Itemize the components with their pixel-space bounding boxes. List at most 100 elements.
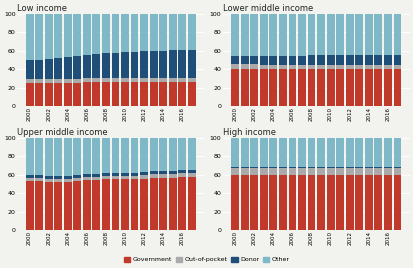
Bar xyxy=(121,176,128,180)
Bar xyxy=(354,14,362,55)
Bar xyxy=(45,14,52,59)
Bar xyxy=(188,177,195,230)
Bar xyxy=(131,14,138,52)
Bar xyxy=(35,83,43,106)
Bar xyxy=(278,55,286,65)
Bar xyxy=(240,168,248,175)
Bar xyxy=(64,138,71,176)
Bar xyxy=(364,168,372,175)
Bar xyxy=(316,14,324,55)
Bar xyxy=(326,175,334,230)
Bar xyxy=(354,55,362,65)
Bar xyxy=(26,60,33,79)
Bar xyxy=(54,14,62,58)
Bar xyxy=(307,175,315,230)
Bar xyxy=(250,64,258,69)
Bar xyxy=(26,138,33,175)
Bar xyxy=(345,69,353,106)
Bar xyxy=(259,14,267,57)
Bar xyxy=(297,55,305,65)
Bar xyxy=(393,138,400,168)
Bar xyxy=(393,65,400,69)
Bar xyxy=(316,55,324,65)
Bar xyxy=(111,173,119,176)
Bar xyxy=(316,175,324,230)
Bar xyxy=(92,14,100,54)
Bar xyxy=(111,53,119,78)
Bar xyxy=(169,82,176,106)
Bar xyxy=(178,14,186,50)
Bar xyxy=(383,168,391,175)
Bar xyxy=(169,178,176,230)
Bar xyxy=(26,79,33,83)
Bar xyxy=(54,138,62,176)
Bar xyxy=(150,78,157,82)
Text: Low income: Low income xyxy=(17,4,67,13)
Bar xyxy=(335,55,343,65)
Bar xyxy=(231,138,239,168)
Bar xyxy=(121,173,128,176)
Bar xyxy=(259,138,267,168)
Bar xyxy=(335,138,343,168)
Bar xyxy=(250,138,258,168)
Bar xyxy=(269,175,277,230)
Bar xyxy=(278,175,286,230)
Bar xyxy=(111,176,119,180)
Bar xyxy=(92,180,100,230)
Bar xyxy=(131,138,138,173)
Bar xyxy=(354,175,362,230)
Text: High income: High income xyxy=(222,128,275,137)
Bar xyxy=(131,173,138,176)
Bar xyxy=(326,138,334,168)
Bar xyxy=(383,69,391,106)
Bar xyxy=(131,52,138,78)
Bar xyxy=(269,57,277,65)
Bar xyxy=(159,51,167,78)
Bar xyxy=(335,69,343,106)
Bar xyxy=(111,138,119,173)
Bar xyxy=(269,168,277,175)
Bar xyxy=(188,82,195,106)
Bar xyxy=(288,168,296,175)
Bar xyxy=(73,14,81,57)
Bar xyxy=(269,138,277,168)
Bar xyxy=(35,60,43,79)
Bar xyxy=(393,69,400,106)
Bar xyxy=(102,180,109,230)
Bar xyxy=(169,14,176,50)
Bar xyxy=(45,59,52,79)
Bar xyxy=(92,177,100,180)
Bar xyxy=(102,138,109,173)
Bar xyxy=(383,138,391,168)
Bar xyxy=(73,57,81,79)
Bar xyxy=(278,138,286,168)
Text: Lower middle income: Lower middle income xyxy=(222,4,312,13)
Bar xyxy=(326,65,334,69)
Bar xyxy=(64,83,71,106)
Bar xyxy=(140,51,148,78)
Bar xyxy=(364,14,372,55)
Bar xyxy=(335,168,343,175)
Bar xyxy=(45,83,52,106)
Bar xyxy=(188,170,195,173)
Bar xyxy=(373,55,381,65)
Bar xyxy=(259,69,267,106)
Bar xyxy=(364,65,372,69)
Bar xyxy=(250,55,258,64)
Bar xyxy=(73,138,81,175)
Bar xyxy=(326,69,334,106)
Bar xyxy=(159,82,167,106)
Bar xyxy=(73,178,81,181)
Bar xyxy=(92,78,100,82)
Bar xyxy=(297,138,305,168)
Bar xyxy=(73,83,81,106)
Bar xyxy=(373,14,381,55)
Bar xyxy=(231,168,239,175)
Bar xyxy=(111,180,119,230)
Bar xyxy=(231,14,239,55)
Bar xyxy=(250,175,258,230)
Bar xyxy=(92,174,100,177)
Bar xyxy=(178,170,186,173)
Bar xyxy=(373,175,381,230)
Bar xyxy=(188,138,195,170)
